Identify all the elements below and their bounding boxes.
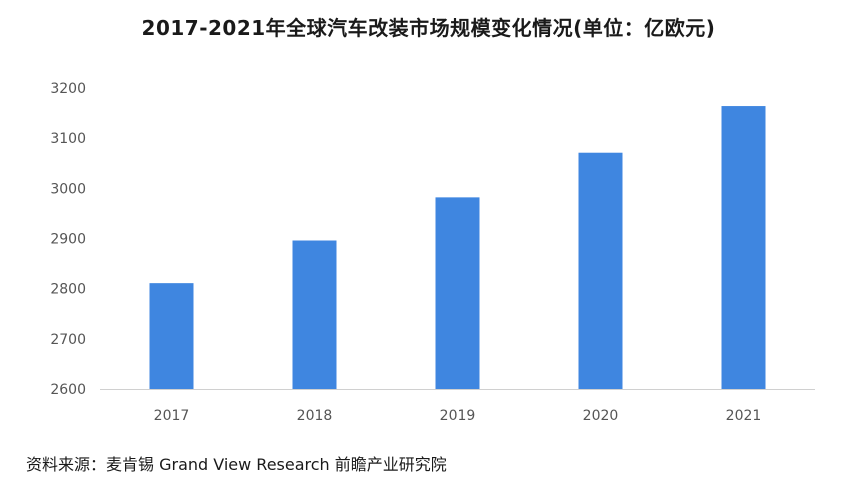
bar-2020 <box>578 152 623 389</box>
y-tick-label: 2600 <box>50 382 86 398</box>
y-tick-label: 3200 <box>50 81 86 97</box>
y-tick-label: 3100 <box>50 131 86 147</box>
y-tick-label: 2800 <box>50 282 86 298</box>
bar-2017 <box>149 283 194 389</box>
bar-2021 <box>721 106 766 389</box>
bar-2019 <box>435 197 480 389</box>
x-axis: 2017 2018 2019 2020 2021 <box>100 389 815 424</box>
bars <box>149 106 766 389</box>
source-note: 资料来源：麦肯锡 Grand View Research 前瞻产业研究院 <box>26 455 447 474</box>
chart-title: 2017-2021年全球汽车改装市场规模变化情况(单位：亿欧元) <box>141 16 716 40</box>
x-tick-label: 2021 <box>726 408 762 424</box>
x-tick-label: 2017 <box>154 408 190 424</box>
x-tick-label: 2020 <box>583 408 619 424</box>
y-axis: 2600 2700 2800 2900 3000 3100 3200 <box>50 81 86 398</box>
bar-2018 <box>292 240 337 389</box>
x-tick-label: 2019 <box>440 408 476 424</box>
y-tick-label: 3000 <box>50 181 86 197</box>
x-tick-label: 2018 <box>297 408 333 424</box>
y-tick-label: 2900 <box>50 232 86 248</box>
y-tick-label: 2700 <box>50 332 86 348</box>
